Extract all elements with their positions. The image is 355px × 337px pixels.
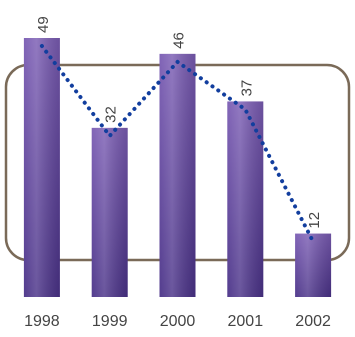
bar-2002 (295, 233, 332, 297)
data-label-2001: 37 (238, 80, 255, 97)
x-tick-label-2002: 2002 (295, 313, 331, 330)
bar-2001 (227, 101, 264, 297)
bar-1999-sheen (91, 127, 128, 297)
data-label-1998: 49 (35, 16, 52, 33)
x-tick-label-2000: 2000 (160, 313, 196, 330)
bar-1998-sheen (23, 38, 60, 297)
bar-2000-sheen (159, 53, 196, 297)
data-label-2000: 46 (171, 32, 188, 49)
trend-line (39, 44, 316, 244)
data-label-2002: 12 (306, 212, 323, 229)
bar-2001-sheen (227, 101, 264, 297)
data-label-1999: 32 (103, 106, 120, 123)
bar-1999 (91, 127, 128, 297)
x-tick-label-2001: 2001 (228, 313, 264, 330)
bar-2000 (159, 53, 196, 297)
bar-1998 (23, 38, 60, 297)
x-tick-label-1998: 1998 (24, 313, 60, 330)
bar-2002-sheen (295, 233, 332, 297)
x-tick-label-1999: 1999 (92, 313, 128, 330)
